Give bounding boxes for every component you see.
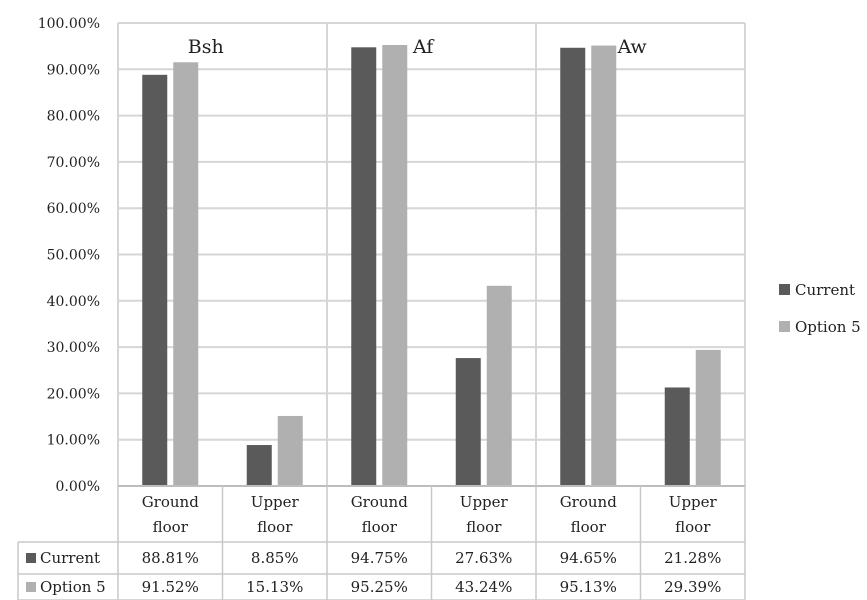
data-table: Ground floor Upper floor Ground floor Upper flo… (17, 485, 746, 600)
bar (695, 349, 721, 486)
category-label: floor (675, 518, 711, 536)
bar (664, 387, 690, 486)
bar (486, 285, 512, 486)
category-label: floor (571, 518, 607, 536)
group-panels: Bsh Af Aw (117, 23, 746, 486)
bars (142, 44, 721, 487)
y-tick-label: 30.00% (47, 340, 100, 356)
legend-swatch (779, 284, 790, 295)
y-axis-ticks: 0.00% 10.00% 20.00% 30.00% 40.00% 50.00% 60.00… (38, 16, 100, 495)
y-tick-label: 50.00% (47, 248, 100, 264)
table-series-name: Option 5 (40, 578, 106, 596)
y-tick-label: 20.00% (47, 386, 100, 402)
bar (591, 45, 617, 487)
group-title: Af (412, 36, 435, 58)
table-cell-value: 91.52% (142, 578, 199, 596)
category-label: floor (153, 518, 189, 536)
y-tick-label: 10.00% (47, 433, 100, 449)
category-label: Upper (669, 493, 718, 511)
table-series-key (26, 553, 36, 563)
y-tick-label: 60.00% (47, 201, 100, 217)
category-label: Ground (142, 493, 200, 511)
legend-label: Current (795, 281, 855, 299)
legend-swatch (779, 321, 790, 332)
category-label: floor (362, 518, 398, 536)
category-label: floor (466, 518, 502, 536)
table-cell-value: 8.85% (251, 549, 299, 567)
category-label: Ground (560, 493, 618, 511)
table-cell-value: 95.25% (351, 578, 408, 596)
table-cell-value: 15.13% (246, 578, 303, 596)
y-tick-label: 40.00% (47, 294, 100, 310)
bar (173, 62, 199, 487)
y-tick-label: 70.00% (47, 155, 100, 171)
y-tick-label: 80.00% (47, 109, 100, 125)
table-cell-value: 43.24% (455, 578, 512, 596)
table-series-name: Current (40, 549, 100, 567)
category-label: floor (257, 518, 293, 536)
legend-label: Option 5 (795, 318, 861, 336)
table-cell-value: 29.39% (664, 578, 721, 596)
table-cell-value: 88.81% (142, 549, 199, 567)
bar (560, 47, 586, 486)
category-label: Upper (460, 493, 509, 511)
table-cell-value: 94.75% (351, 549, 408, 567)
bar (142, 74, 168, 487)
bar (246, 445, 272, 486)
table-cell-value: 21.28% (664, 549, 721, 567)
y-tick-label: 100.00% (38, 16, 100, 32)
group-title: Bsh (188, 36, 224, 58)
bar (277, 415, 303, 486)
legend: Current Option 5 (779, 281, 861, 336)
category-label: Upper (251, 493, 300, 511)
gridlines (118, 22, 745, 487)
table-cell-value: 95.13% (560, 578, 617, 596)
bar (455, 358, 481, 486)
bar (351, 47, 377, 487)
y-tick-label: 0.00% (56, 479, 100, 495)
table-series-key (26, 582, 36, 592)
bar (382, 44, 408, 487)
y-tick-label: 90.00% (47, 62, 100, 78)
category-label: Ground (351, 493, 409, 511)
group-title: Aw (617, 36, 648, 58)
table-cell-value: 27.63% (455, 549, 512, 567)
table-cell-value: 94.65% (560, 549, 617, 567)
